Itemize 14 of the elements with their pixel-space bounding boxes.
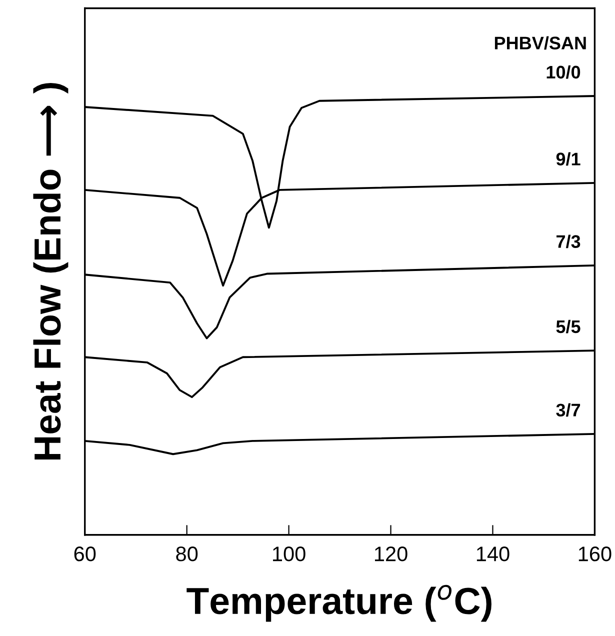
x-axis-title: Temperature ($^{o}$C) <box>186 584 492 622</box>
series-label: 9/1 <box>556 152 580 166</box>
x-tick-label: 60 <box>74 546 96 562</box>
text: PHBV/SAN <box>494 36 586 50</box>
series-label: 5/5 <box>556 320 580 334</box>
x-tick-label: 140 <box>476 546 510 562</box>
series-label: 3/7 <box>556 403 580 417</box>
x-tick-label: 80 <box>176 546 198 562</box>
series-label: 10/0 <box>546 65 580 79</box>
x-tick-label: 160 <box>578 546 612 562</box>
y-axis-title: Heat Flow (Endo ⟶ ) <box>33 83 68 460</box>
series-label: 7/3 <box>556 234 580 248</box>
x-tick-label: 100 <box>273 546 306 562</box>
x-tick-label: 120 <box>374 546 408 562</box>
